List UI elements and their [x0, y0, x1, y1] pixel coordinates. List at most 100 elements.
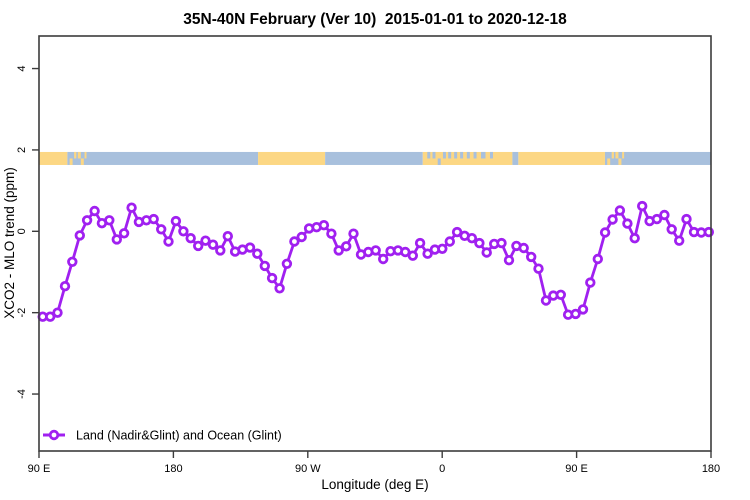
x-tick-label: 90 E: [28, 463, 51, 475]
x-axis-ticks: 90 E 180 90 W 0 90 E 180: [28, 451, 720, 475]
strip-speckle-ocean: [466, 151, 470, 159]
strip-speckle-land: [84, 151, 87, 159]
data-point-marker: [437, 243, 448, 254]
data-point-marker: [659, 209, 670, 221]
strip-speckle-ocean: [460, 151, 464, 159]
data-point-marker: [118, 228, 130, 239]
data-point-marker: [81, 215, 93, 226]
data-point-marker: [215, 245, 226, 256]
data-point-marker: [378, 253, 389, 265]
strip-speckle-ocean: [473, 151, 477, 159]
data-point-marker: [466, 232, 478, 244]
data-point-marker: [540, 295, 552, 306]
strip-speckle-land: [80, 158, 84, 165]
strip-speckle-land: [74, 151, 77, 159]
x-tick-label: 180: [702, 463, 720, 475]
data-point-marker: [651, 213, 663, 225]
x-tick-label: 90 W: [295, 463, 321, 475]
data-point-marker: [67, 256, 78, 267]
strip-segment-land: [518, 151, 605, 165]
strip-speckle-ocean: [427, 151, 431, 159]
x-tick-label: 90 E: [565, 463, 588, 475]
data-point-marker: [222, 230, 233, 242]
y-tick-label: 4: [16, 65, 28, 71]
data-point-marker: [259, 260, 270, 272]
data-point-marker: [274, 283, 285, 294]
data-point-marker: [370, 245, 381, 256]
strip-speckle-ocean: [448, 151, 452, 159]
data-point-marker: [414, 237, 426, 249]
data-point-marker: [296, 231, 307, 243]
strip-segment-land: [39, 151, 68, 165]
strip-speckle-land: [618, 158, 622, 165]
data-point-marker: [59, 281, 71, 292]
strip-speckle-land: [77, 151, 81, 159]
strip-segment-ocean: [604, 151, 711, 165]
data-point-marker: [207, 239, 219, 250]
x-axis-title: Longitude (deg E): [321, 477, 428, 492]
data-point-marker: [289, 236, 300, 247]
strip-speckle-land: [615, 151, 619, 159]
data-point-marker: [577, 304, 589, 315]
data-point-marker: [629, 232, 640, 244]
data-point-marker: [126, 202, 137, 213]
x-tick-label: 180: [164, 463, 182, 475]
strip-segment-ocean: [67, 151, 259, 165]
y-axis-ticks: 4 2 0 -2 -4: [16, 65, 39, 399]
data-point-marker: [341, 241, 352, 252]
data-point-marker: [266, 272, 278, 284]
data-point-marker: [104, 215, 115, 226]
data-point-marker: [481, 247, 492, 258]
data-point-marker: [148, 213, 159, 225]
strip-speckle-ocean: [481, 151, 486, 159]
strip-speckle-land: [611, 151, 614, 159]
data-point-marker: [252, 248, 263, 259]
data-point-marker: [526, 251, 537, 263]
data-point-marker: [496, 237, 507, 249]
data-point-marker: [326, 228, 337, 239]
strip-segment-land: [258, 151, 326, 165]
strip-speckle-land: [607, 158, 611, 165]
data-point-marker: [444, 236, 455, 247]
data-point-marker: [192, 240, 204, 252]
data-point-marker: [407, 250, 418, 261]
data-point-marker: [281, 258, 293, 269]
data-point-marker: [318, 219, 330, 231]
strip-segment-ocean: [325, 151, 423, 165]
data-point-marker: [74, 230, 85, 241]
data-point-marker: [555, 289, 566, 300]
data-point-marker: [178, 226, 189, 237]
data-point-marker: [244, 242, 256, 253]
data-point-marker: [89, 205, 100, 217]
data-point-marker: [681, 213, 692, 225]
data-point-marker: [570, 308, 581, 320]
map-strip: [39, 151, 711, 165]
data-point-marker: [200, 235, 211, 246]
data-point-marker: [637, 200, 648, 212]
data-point-marker: [592, 253, 603, 265]
legend: Land (Nadir&Glint) and Ocean (Glint): [43, 429, 282, 443]
y-tick-label: 0: [16, 228, 28, 234]
y-tick-label: 2: [16, 147, 28, 153]
data-point-marker: [348, 228, 359, 239]
data-point-marker: [451, 226, 463, 238]
data-point-marker: [474, 237, 485, 249]
x-tick-label: 0: [439, 463, 445, 475]
data-point-marker: [503, 255, 515, 266]
data-point-marker: [422, 248, 433, 259]
data-point-marker: [163, 236, 174, 247]
data-series: [37, 200, 714, 322]
strip-segment-ocean: [512, 151, 519, 165]
data-point-marker: [400, 246, 411, 258]
strip-speckle-ocean: [437, 158, 441, 165]
y-axis-title: XCO2 - MLO trend (ppm): [2, 167, 17, 319]
strip-speckle-ocean: [432, 151, 436, 159]
data-point-marker: [111, 234, 122, 245]
legend-label: Land (Nadir&Glint) and Ocean (Glint): [76, 429, 282, 443]
data-point-marker: [607, 214, 618, 225]
strip-speckle-land: [622, 151, 625, 159]
data-point-marker: [533, 263, 544, 274]
data-point-marker: [518, 242, 529, 254]
